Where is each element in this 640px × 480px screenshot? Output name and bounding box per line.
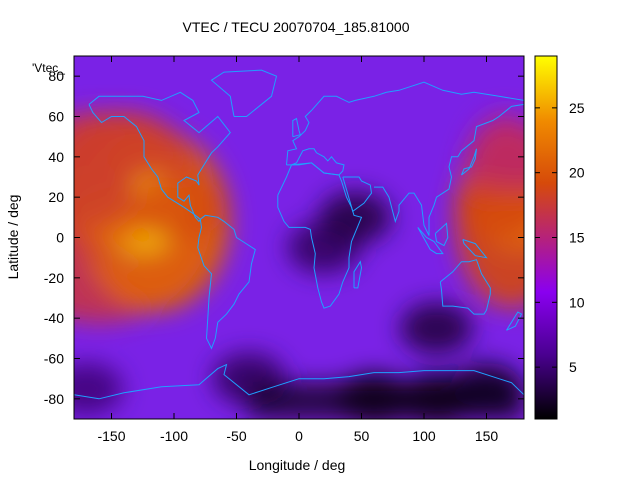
- coastline: [434, 222, 449, 247]
- x-tick-label: -150: [97, 428, 125, 444]
- x-tick-label: 100: [412, 428, 436, 444]
- y-tick-label: 40: [48, 149, 64, 165]
- coastline: [439, 259, 491, 315]
- colorbar-tick-label: 25: [569, 100, 585, 116]
- coastline: [74, 363, 524, 400]
- y-tick-label: -40: [44, 310, 64, 326]
- x-axis-label: Longitude / deg: [249, 457, 346, 473]
- y-tick-label: -80: [44, 391, 64, 407]
- x-axis: -150 -100 -50 0 50 100 150: [97, 56, 498, 444]
- y-axis: -80 -60 -40 -20 0 20 40 60 80: [44, 68, 524, 407]
- x-tick-label: 150: [475, 428, 499, 444]
- colorbar-ticks: 5 10 15 20 25: [535, 100, 585, 375]
- coastline: [88, 91, 231, 223]
- y-tick-label: 80: [48, 68, 64, 84]
- y-tick-label: -60: [44, 351, 64, 367]
- x-tick-label: -50: [226, 428, 246, 444]
- y-axis-label: Latitude / deg: [5, 195, 21, 280]
- coastline: [417, 227, 444, 255]
- key-label: 'Vtec_: [32, 61, 65, 75]
- y-tick-label: -20: [44, 270, 64, 286]
- x-tick-label: 0: [295, 428, 303, 444]
- coastline: [277, 162, 363, 309]
- heat-point: [400, 302, 473, 355]
- colorbar-tick-label: 15: [569, 230, 585, 246]
- coastline: [210, 69, 278, 117]
- heat-point: [135, 175, 226, 240]
- x-tick-label: -100: [160, 428, 188, 444]
- y-tick-label: 0: [56, 230, 64, 246]
- heat-south-band: [249, 382, 524, 419]
- coastline: [506, 311, 523, 331]
- y-tick-label: 60: [48, 109, 64, 125]
- x-tick-label: 50: [354, 428, 370, 444]
- heat-point: [318, 191, 392, 244]
- heat-point: [466, 124, 524, 189]
- colorbar-tick-label: 5: [569, 359, 577, 375]
- chart-title: VTEC / TECU 20070704_185.81000: [182, 19, 409, 35]
- coastline: [461, 148, 477, 176]
- coastline: [292, 117, 301, 138]
- colorbar-tick-label: 10: [569, 294, 585, 310]
- coastline: [286, 81, 524, 165]
- coastline: [353, 260, 363, 289]
- heat-point: [74, 362, 123, 415]
- heatmap-layer: [74, 111, 524, 419]
- heat-point: [74, 165, 138, 230]
- colorbar-tick-label: 20: [569, 165, 585, 181]
- heat-point: [454, 175, 524, 240]
- coastline-overlay: [74, 69, 524, 400]
- coastline: [342, 176, 373, 213]
- y-tick-label: 20: [48, 189, 64, 205]
- coastline: [374, 103, 524, 236]
- coastline: [197, 214, 256, 350]
- coastline: [462, 239, 488, 259]
